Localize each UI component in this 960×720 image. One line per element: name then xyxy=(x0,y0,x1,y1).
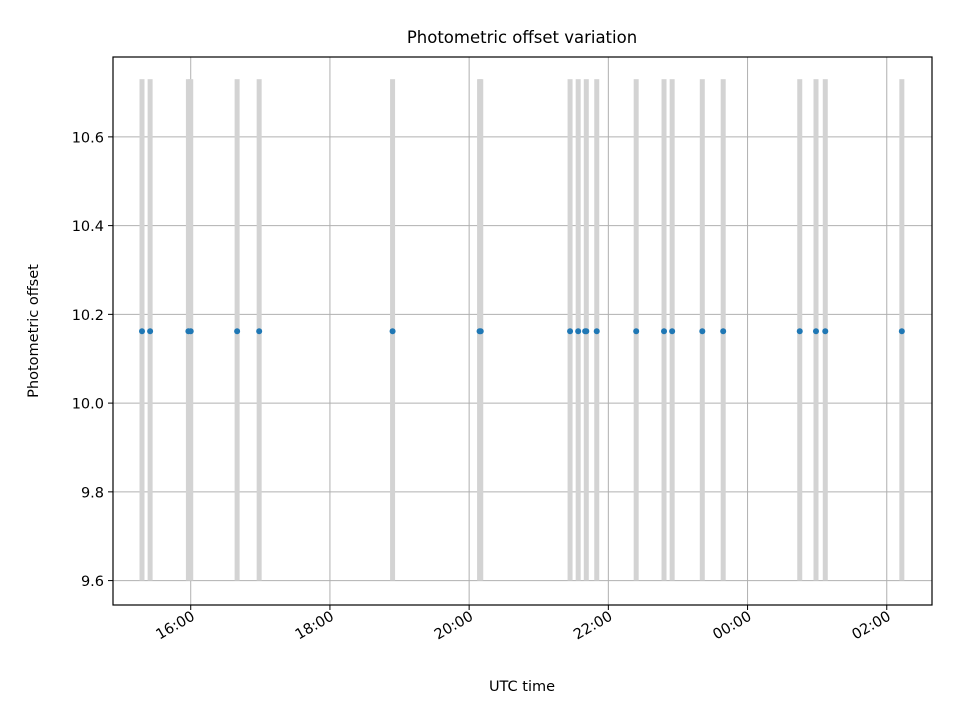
y-tick-label: 9.6 xyxy=(81,574,104,590)
data-point xyxy=(812,328,819,335)
y-tick-label: 10.4 xyxy=(72,219,104,235)
data-point xyxy=(389,328,396,335)
data-point xyxy=(699,328,706,335)
data-point xyxy=(633,328,640,335)
data-point xyxy=(822,328,829,335)
data-point xyxy=(147,328,154,335)
grid xyxy=(113,57,932,605)
x-axis-label: UTC time xyxy=(489,679,555,695)
data-point xyxy=(187,328,194,335)
data-point xyxy=(567,328,574,335)
data-point xyxy=(669,328,676,335)
data-point xyxy=(720,328,727,335)
data-point xyxy=(477,328,484,335)
data-points xyxy=(139,328,905,335)
data-point xyxy=(898,328,905,335)
y-tick-label: 10.6 xyxy=(72,130,104,146)
data-point xyxy=(256,328,263,335)
data-point xyxy=(234,328,241,335)
y-tick-label: 9.8 xyxy=(81,485,104,501)
data-point xyxy=(583,328,590,335)
y-tick-label: 10.2 xyxy=(72,308,104,324)
data-point xyxy=(796,328,803,335)
y-axis-label: Photometric offset xyxy=(26,264,42,398)
data-point xyxy=(575,328,582,335)
data-point xyxy=(593,328,600,335)
plot-frame xyxy=(112,56,933,606)
data-point xyxy=(661,328,668,335)
chart-title: Photometric offset variation xyxy=(407,28,637,47)
data-point xyxy=(139,328,146,335)
y-tick-label: 10.0 xyxy=(72,397,104,413)
